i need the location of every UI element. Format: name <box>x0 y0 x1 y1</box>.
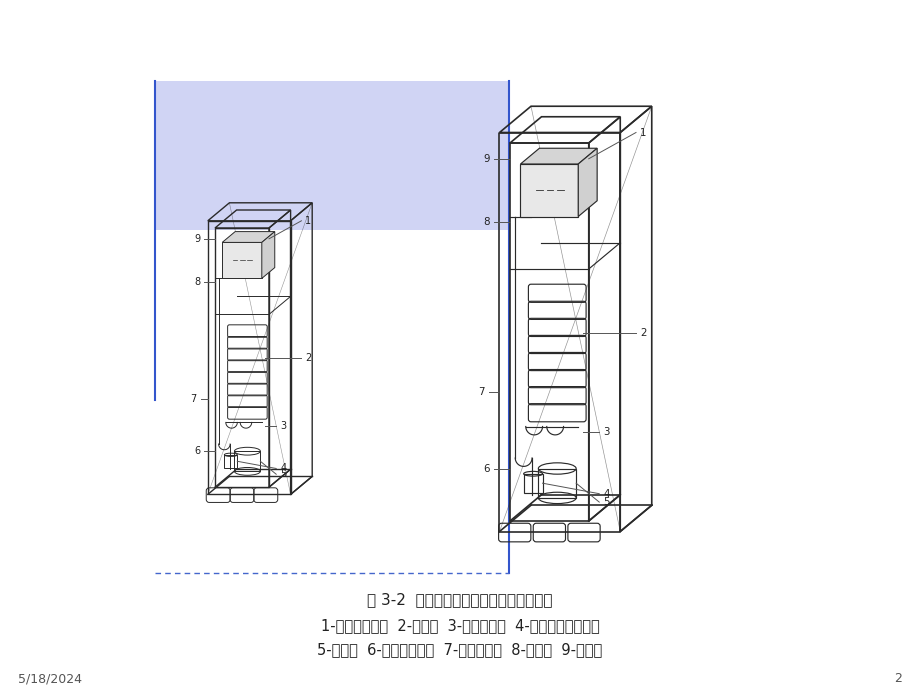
Polygon shape <box>222 242 262 278</box>
Polygon shape <box>222 232 275 242</box>
Polygon shape <box>578 148 596 217</box>
Text: 5: 5 <box>603 497 609 507</box>
Text: 1: 1 <box>305 216 312 226</box>
Polygon shape <box>262 232 275 278</box>
Text: 7: 7 <box>190 393 197 404</box>
Bar <box>154 81 508 230</box>
Text: 9: 9 <box>483 154 490 164</box>
Text: 6: 6 <box>483 464 490 473</box>
Text: 4: 4 <box>603 489 609 499</box>
Text: 2: 2 <box>893 672 901 685</box>
Polygon shape <box>520 164 578 217</box>
Text: 5: 5 <box>280 469 286 480</box>
Text: 1-翅片式莒发器  2-冷凝器  3-干燥过滤器  4-抽空充注制冷剂管: 1-翅片式莒发器 2-冷凝器 3-干燥过滤器 4-抽空充注制冷剂管 <box>321 618 598 633</box>
Text: 3: 3 <box>280 421 286 431</box>
Text: 1: 1 <box>640 128 646 137</box>
Text: 4: 4 <box>280 464 286 473</box>
Polygon shape <box>520 148 596 164</box>
Text: 8: 8 <box>194 277 200 287</box>
Text: 3: 3 <box>603 426 609 437</box>
Text: 5/18/2024: 5/18/2024 <box>18 672 82 685</box>
Text: 7: 7 <box>478 387 484 397</box>
Text: 2: 2 <box>305 353 312 363</box>
Text: 2: 2 <box>640 328 646 337</box>
Text: 8: 8 <box>483 217 490 227</box>
Text: 9: 9 <box>194 234 200 244</box>
Text: 图 3-2  间冷式双门双温电冰箱制冷系统图: 图 3-2 间冷式双门双温电冰箱制冷系统图 <box>367 592 552 607</box>
Text: 6: 6 <box>194 446 200 456</box>
Text: 5-压缩机  6-水蒸发加热器  7-低压吸气管  8-毛细管  9-除露管: 5-压缩机 6-水蒸发加热器 7-低压吸气管 8-毛细管 9-除露管 <box>317 642 602 657</box>
